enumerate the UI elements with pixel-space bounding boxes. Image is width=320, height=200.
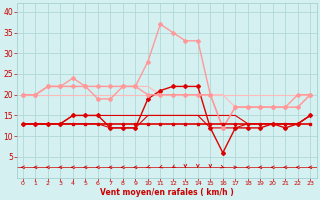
X-axis label: Vent moyen/en rafales ( km/h ): Vent moyen/en rafales ( km/h ) <box>100 188 234 197</box>
